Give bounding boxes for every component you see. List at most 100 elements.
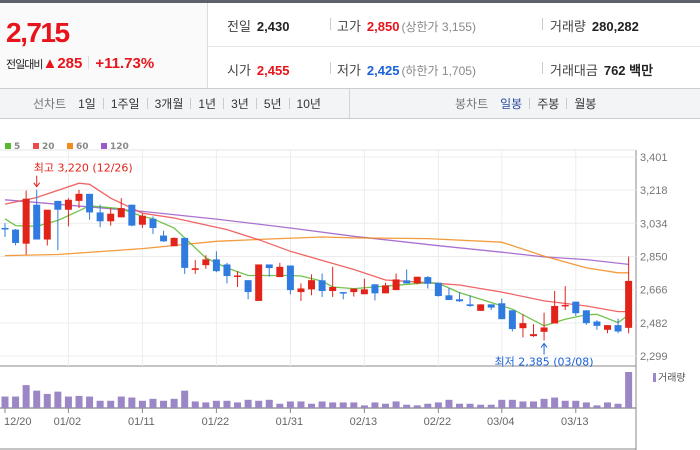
top-nav-strip [0,0,700,3]
line-period-tab[interactable]: 1일 [78,97,96,111]
ma-20-line [4,182,629,313]
prev-close-label: 전일 [227,19,251,34]
candle [33,189,41,240]
volume-bar [12,396,20,408]
volume-bar [202,402,210,408]
ma-5-line [4,205,629,327]
candle-body [360,289,368,295]
volume: 거래량 280,282 [550,16,639,35]
candle [540,312,548,341]
candle [234,271,242,288]
y-tick-label: 3,401 [640,152,668,164]
candle [561,286,569,310]
candle [614,318,622,334]
y-tick-label: 3,034 [640,218,668,230]
line-period-tab[interactable]: 5년 [263,97,282,111]
candle-body [561,304,569,307]
candle [371,284,379,301]
volume-bar [424,403,432,408]
candle [181,237,189,274]
candle [350,288,358,297]
volume-bar [33,390,41,408]
candle-body [339,292,347,294]
candle [318,273,326,297]
candle-period-tab[interactable]: 주봉 [537,97,560,111]
candle [477,304,485,311]
candle-body [223,264,231,277]
candle-body [392,279,400,291]
open-value: 2,455 [256,63,290,78]
change-amount: 285 [57,55,83,72]
candle-body [413,276,421,284]
volume-bar [149,398,157,408]
stock-chart: 3,401 3,218 3,034 2,850 2,666 2,482 2,299 12/20… [0,142,686,450]
volume-bar [551,397,559,408]
change-label: 전일대비 [6,59,43,71]
candle [202,255,210,269]
price-summary: 2,715 전일대비▲285 +11.73% [0,3,208,89]
high-label: 고가 [337,19,361,34]
candle-body [128,204,136,226]
volume-legend-label: 거래량 [658,372,686,384]
candle-period-tab[interactable]: 월봉 [574,97,597,111]
volume-bar [181,390,189,408]
candle-period-tab[interactable]: 일봉 [500,97,523,111]
candle [212,251,220,273]
volume-bar [160,400,168,408]
candle [160,230,168,242]
line-period-tab[interactable]: 10년 [296,97,321,111]
amount-label: 거래대금 [550,63,598,78]
candle-body [191,268,199,270]
divider [190,98,192,109]
candle-body [117,208,125,218]
candle-body [582,310,590,324]
volume-bar [308,403,316,408]
volume-bar [466,403,474,408]
candle [413,276,421,285]
candle [107,208,115,226]
line-period-tab[interactable]: 1년 [198,97,217,111]
volume-bar [54,391,62,408]
candle [625,256,633,334]
candle-body [519,323,527,329]
low-arrow-icon [540,342,548,355]
candle-body [75,193,83,201]
line-period-tab[interactable]: 3개월 [154,97,184,111]
line-period-tab[interactable]: 3년 [231,97,249,111]
candle [530,324,537,337]
candle-body [96,212,104,222]
low-price: 저가 2,425 (하한가 1,705) [337,60,476,79]
low-label: 저가 [337,63,361,78]
candle-body [424,277,432,284]
candle [86,193,94,220]
candle [96,204,104,228]
candle [434,282,442,297]
candle-body [329,287,337,291]
volume-bar [519,401,527,408]
candle [487,304,495,310]
low-annotation: 최저 2,385 (03/08) [495,355,594,368]
open-price: 시가 2,455 [227,60,289,79]
x-tick-label: 03/13 [561,416,589,428]
candle-body [1,227,9,230]
candle [12,229,20,246]
candle-body [138,215,146,225]
candle-body [265,264,273,269]
x-tick-label: 02/22 [424,416,452,428]
volume-bar [244,399,252,408]
candle [149,216,157,234]
candle-body [498,303,506,320]
high-annotation: 최고 3,220 (12/26) [34,162,133,175]
candle-body [540,327,548,332]
volume-bar [43,393,51,408]
line-period-tab[interactable]: 1주일 [110,97,140,111]
candle-body [308,280,316,290]
volume-bar [350,402,358,408]
candle [403,269,411,284]
candle [424,276,432,289]
candle [43,209,51,246]
candle [445,287,453,301]
candle [498,298,506,320]
candle [75,189,83,209]
volume-bar [223,400,231,408]
